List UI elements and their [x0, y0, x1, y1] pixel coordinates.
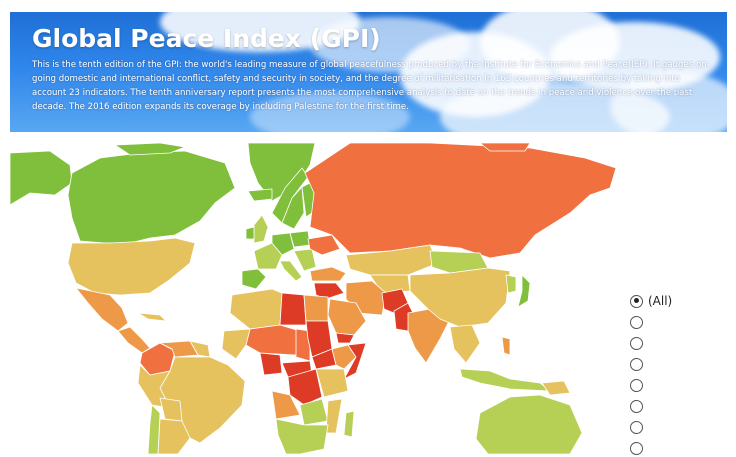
country-china[interactable] [409, 267, 511, 328]
country-drc[interactable] [287, 368, 323, 406]
filter-option[interactable] [630, 334, 648, 352]
country-alaska[interactable] [10, 150, 73, 206]
filter-option-label: (All) [648, 294, 673, 308]
country-canada[interactable] [67, 150, 236, 244]
filter-option[interactable] [630, 355, 648, 373]
radio-button[interactable] [630, 315, 643, 329]
country-papua-new-guinea[interactable] [541, 380, 571, 396]
country-ireland[interactable] [245, 226, 255, 240]
country-east-africa[interactable] [315, 368, 349, 398]
radio-button[interactable] [630, 294, 643, 308]
radio-button[interactable] [630, 420, 643, 434]
country-central-america[interactable] [117, 326, 151, 354]
page-title: Global Peace Index (GPI) [32, 24, 381, 53]
country-angola[interactable] [271, 390, 301, 420]
country-southern-africa[interactable] [275, 418, 329, 454]
filter-option[interactable] [630, 439, 648, 457]
country-turkey[interactable] [309, 266, 347, 282]
country-morocco-algeria[interactable] [229, 288, 283, 330]
country-ukraine[interactable] [307, 234, 341, 256]
radio-button[interactable] [630, 399, 643, 413]
country-chile[interactable] [147, 404, 161, 454]
country-venezuela[interactable] [159, 340, 199, 358]
country-argentina[interactable] [157, 418, 191, 454]
country-indonesia[interactable] [459, 368, 551, 392]
country-southeast-asia[interactable] [449, 324, 481, 364]
country-germany[interactable] [271, 232, 295, 256]
country-canada-islands[interactable] [114, 143, 186, 156]
country-sweden[interactable] [281, 186, 305, 230]
country-ethiopia[interactable] [331, 344, 357, 370]
country-levant[interactable] [313, 282, 345, 300]
page-description: This is the tenth edition of the GPI: th… [32, 60, 710, 112]
country-madagascar[interactable] [343, 410, 355, 438]
world-map[interactable] [10, 143, 727, 454]
country-russia-island[interactable] [479, 143, 531, 152]
radio-button[interactable] [630, 378, 643, 392]
filter-option[interactable] [630, 376, 648, 394]
country-iceland[interactable] [247, 188, 273, 202]
country-russia[interactable] [304, 143, 617, 259]
country-australia[interactable] [475, 394, 583, 454]
country-somalia[interactable] [343, 342, 367, 380]
country-libya[interactable] [279, 292, 307, 326]
radio-button[interactable] [630, 357, 643, 371]
region-filter: (All) [628, 292, 724, 457]
country-west-africa[interactable] [221, 328, 251, 360]
filter-option[interactable] [630, 397, 648, 415]
country-mozambique[interactable] [325, 398, 343, 434]
country-peru[interactable] [137, 364, 171, 409]
country-poland[interactable] [289, 230, 311, 248]
country-yemen[interactable] [335, 332, 355, 344]
country-japan[interactable] [517, 274, 531, 308]
country-uk[interactable] [253, 214, 269, 244]
filter-option[interactable] [630, 418, 648, 436]
country-france[interactable] [253, 242, 283, 270]
country-philippines[interactable] [501, 336, 511, 356]
country-mexico[interactable] [75, 287, 129, 332]
country-iberia[interactable] [241, 268, 267, 290]
radio-button[interactable] [630, 336, 643, 350]
filter-option-all[interactable]: (All) [630, 292, 672, 310]
country-usa[interactable] [67, 237, 196, 296]
country-mali-niger[interactable] [245, 324, 301, 356]
country-cuba[interactable] [137, 312, 167, 322]
country-korea[interactable] [505, 274, 517, 294]
filter-option[interactable] [630, 313, 648, 331]
radio-button[interactable] [630, 441, 643, 455]
country-balkans[interactable] [293, 248, 317, 272]
country-nigeria[interactable] [259, 352, 283, 376]
header-banner: Global Peace Index (GPI) This is the ten… [10, 12, 727, 132]
country-bolivia[interactable] [159, 397, 183, 422]
country-kazakhstan[interactable] [345, 244, 439, 276]
country-egypt[interactable] [303, 294, 329, 322]
country-italy[interactable] [279, 260, 303, 282]
